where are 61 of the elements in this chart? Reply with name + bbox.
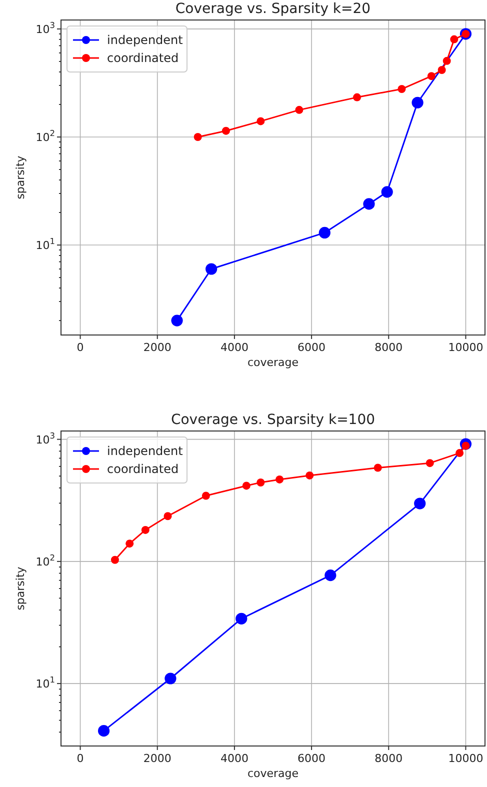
point (242, 482, 250, 490)
point (202, 492, 210, 500)
x-tick-label: 8000 (374, 752, 403, 765)
y-tick-label: 10$^{2}$ (36, 552, 55, 568)
x-tick-label: 10000 (448, 341, 484, 354)
x-tick-label: 2000 (143, 752, 172, 765)
x-tick-label: 6000 (298, 752, 326, 765)
point (256, 117, 265, 126)
x-tick-label: 8000 (374, 341, 403, 354)
y-tick-label: 10$^{3}$ (36, 20, 55, 36)
point (438, 66, 446, 74)
y-axis-title: sparsity (14, 155, 27, 200)
x-axis-title: coverage (247, 767, 299, 780)
point (126, 540, 134, 548)
y-tick-label: 10$^{3}$ (36, 430, 55, 446)
x-tick-label: 10000 (448, 752, 484, 765)
point (426, 459, 434, 468)
point (171, 314, 183, 326)
point (98, 725, 110, 737)
legend-label: coordinated (107, 462, 179, 476)
y-tick-label: 10$^{1}$ (36, 236, 55, 252)
point (318, 226, 330, 239)
point (374, 464, 382, 472)
point (276, 475, 284, 484)
point (110, 556, 119, 564)
x-tick-label: 0 (76, 341, 84, 354)
x-tick-label: 6000 (298, 341, 326, 354)
point (414, 498, 426, 510)
x-tick-label: 0 (76, 752, 84, 765)
legend-label: independent (107, 33, 184, 47)
y-tick-label: 10$^{1}$ (36, 674, 55, 691)
y-tick-label: 10$^{2}$ (36, 128, 55, 144)
x-tick-label: 2000 (143, 341, 172, 354)
point (412, 96, 424, 108)
point (353, 93, 362, 102)
point (194, 132, 202, 141)
x-tick-label: 4000 (220, 752, 248, 765)
point (306, 471, 314, 480)
point (164, 512, 172, 520)
point (206, 263, 218, 275)
point (398, 85, 406, 94)
point (324, 569, 336, 582)
point (295, 106, 304, 114)
chart-title: Coverage vs. Sparsity k=20 (175, 1, 371, 17)
chart-title: Coverage vs. Sparsity k=100 (170, 412, 376, 428)
legend-label: coordinated (107, 51, 179, 65)
point (456, 449, 464, 458)
y-axis-title: sparsity (14, 566, 27, 610)
point (381, 186, 393, 198)
point (363, 198, 375, 210)
point (222, 126, 230, 135)
x-axis-title: coverage (247, 356, 299, 369)
point (256, 478, 265, 487)
legend-label: independent (107, 444, 184, 458)
point (450, 35, 458, 44)
point (236, 612, 248, 624)
point (427, 72, 436, 80)
x-tick-label: 4000 (220, 341, 248, 354)
point (164, 672, 176, 684)
point (442, 56, 451, 65)
point (141, 526, 150, 534)
